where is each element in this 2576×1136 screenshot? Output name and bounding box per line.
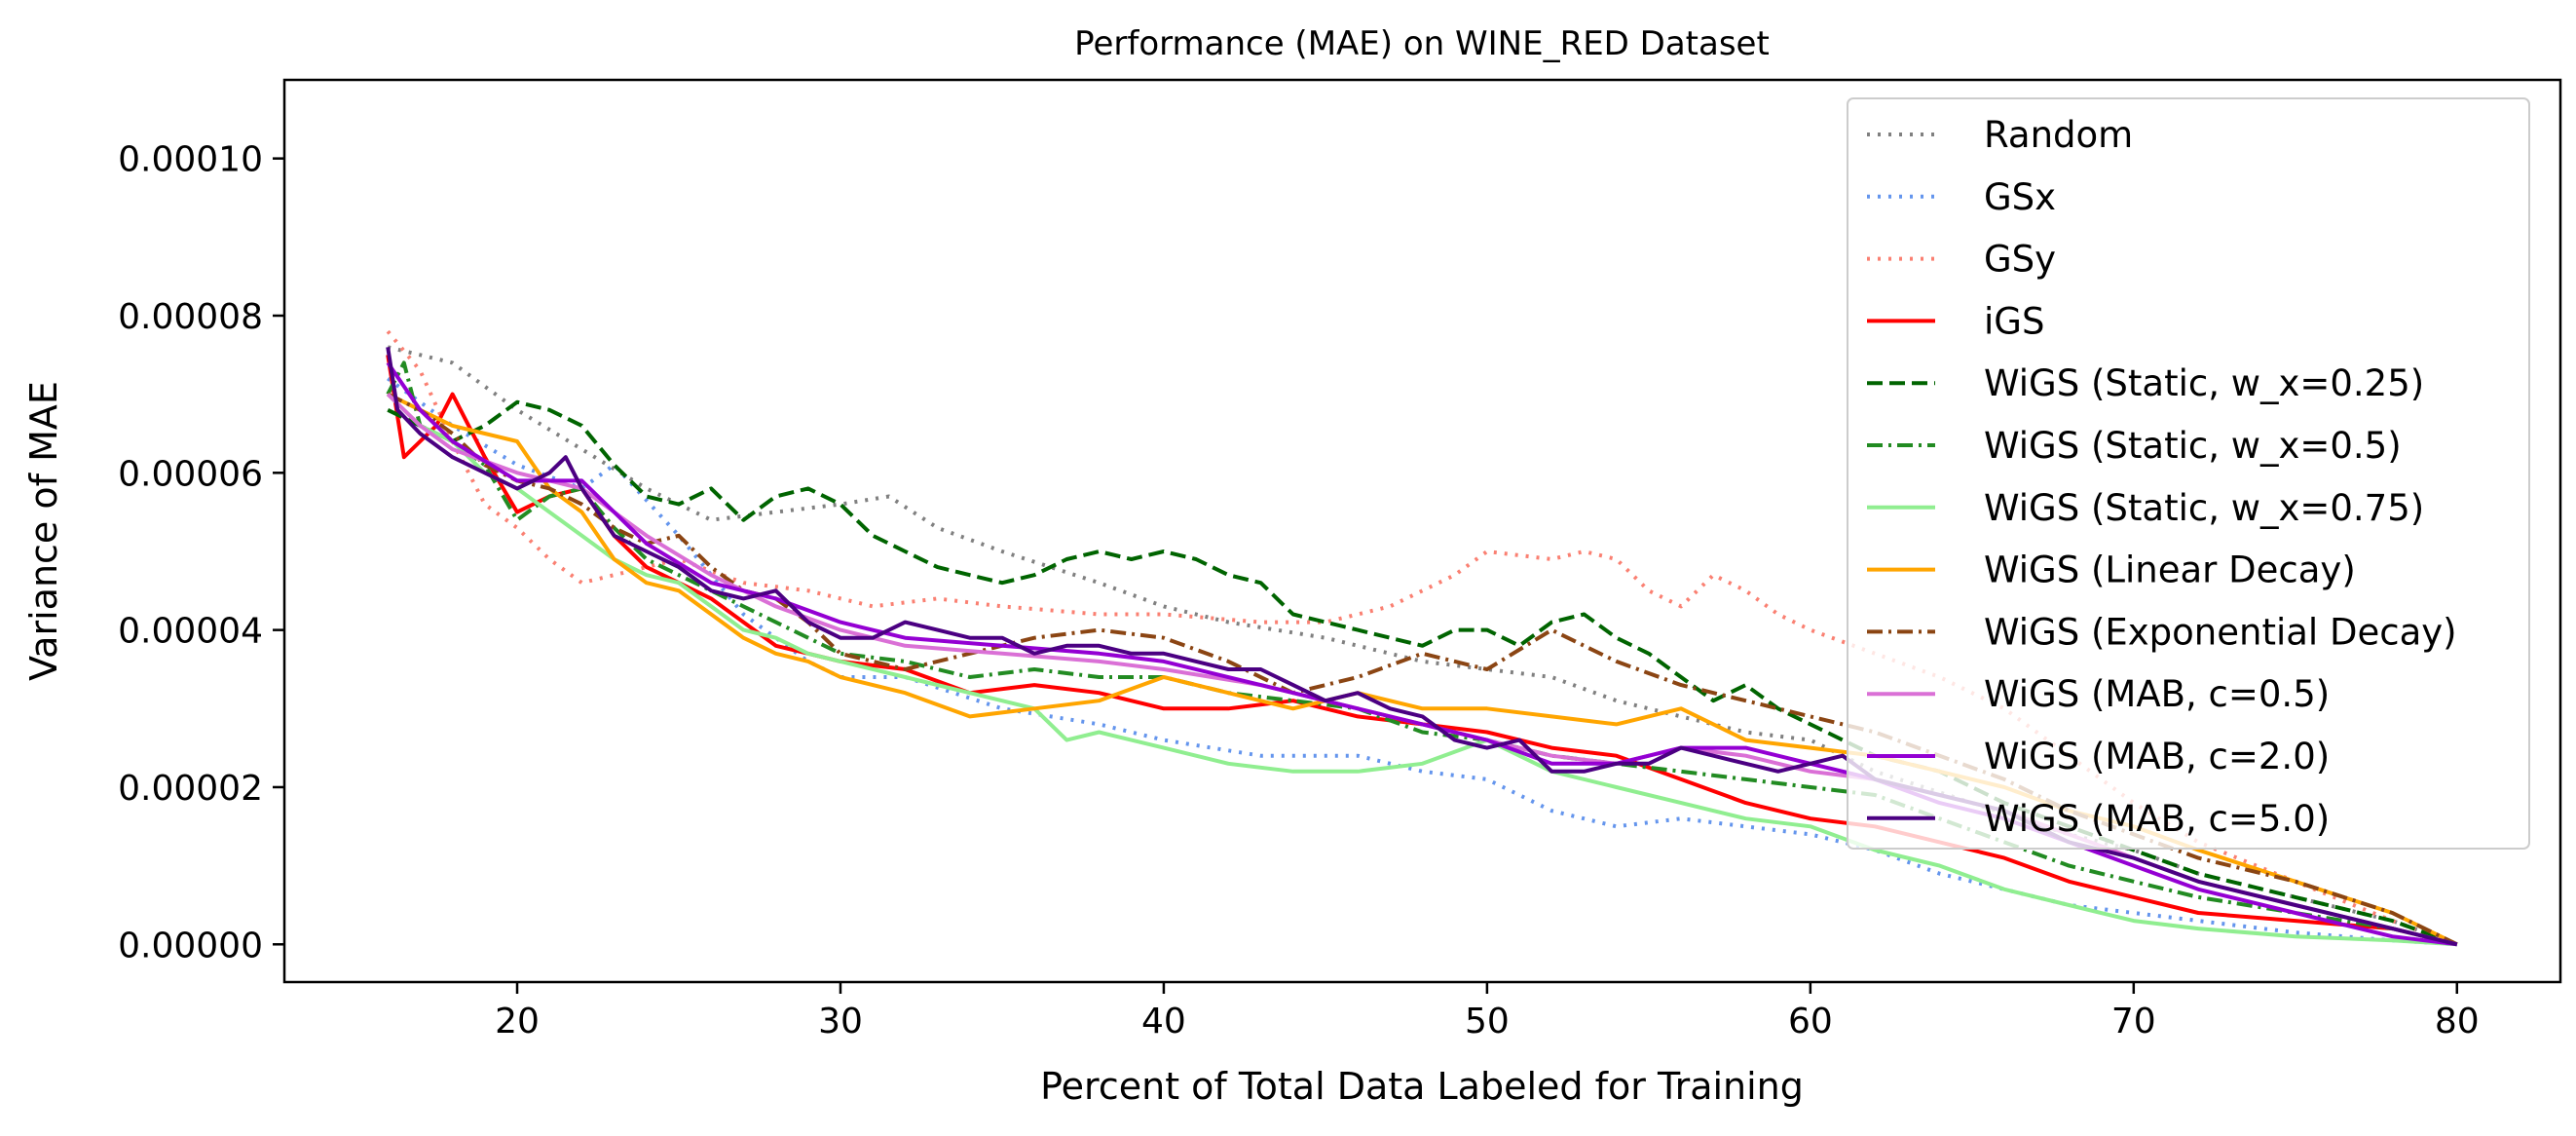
y-tick-label: 0.00008: [118, 297, 263, 337]
legend-label: WiGS (Static, w_x=0.25): [1984, 362, 2424, 404]
legend-label: GSx: [1984, 176, 2056, 218]
legend: Random GSx GSy iGS WiGS (Static, w_x=0.25) Wi…: [1847, 97, 2530, 850]
legend-label: WiGS (MAB, c=0.5): [1984, 673, 2330, 715]
x-axis-label: Percent of Total Data Labeled for Traini…: [1040, 1065, 1804, 1108]
x-tick-label: 30: [818, 1002, 863, 1041]
legend-label: Random: [1984, 114, 2133, 156]
legend-label: iGS: [1984, 300, 2044, 342]
y-tick-label: 0.00000: [118, 926, 263, 966]
series-line: [386, 360, 2458, 947]
legend-label: WiGS (Static, w_x=0.75): [1984, 487, 2424, 529]
legend-label: WiGS (Static, w_x=0.5): [1984, 425, 2402, 467]
y-tick-label: 0.00004: [118, 612, 263, 652]
x-tick-label: 80: [2435, 1002, 2480, 1041]
y-tick-label: 0.00010: [118, 140, 263, 180]
y-tick-label: 0.00002: [118, 769, 263, 809]
x-tick-label: 40: [1141, 1002, 1186, 1041]
y-tick-label: 0.00006: [118, 454, 263, 494]
legend-label: WiGS (Exponential Decay): [1984, 611, 2457, 653]
series-line: [386, 346, 2458, 947]
y-axis-label: Variance of MAE: [22, 381, 65, 681]
chart-title: Performance (MAE) on WINE_RED Dataset: [1074, 24, 1770, 63]
legend-label: WiGS (MAB, c=5.0): [1984, 798, 2330, 840]
legend-box: [1847, 97, 2530, 850]
plot-frame: [282, 78, 2562, 984]
x-tick-label: 50: [1465, 1002, 1510, 1041]
x-tick-label: 70: [2111, 1002, 2156, 1041]
series-line: [386, 393, 2457, 947]
legend-label: GSy: [1984, 239, 2056, 281]
legend-label: WiGS (MAB, c=2.0): [1984, 736, 2330, 777]
x-tick-label: 20: [495, 1002, 540, 1041]
y-axis: 0.00000 0.00002 0.00004 0.00006 0.00008 0.000…: [118, 140, 284, 966]
legend-label: WiGS (Linear Decay): [1984, 549, 2356, 591]
x-tick-label: 60: [1788, 1002, 1833, 1041]
x-axis: 20 30 40 50 60 70 80: [495, 982, 2480, 1041]
series-line: [387, 399, 2458, 947]
